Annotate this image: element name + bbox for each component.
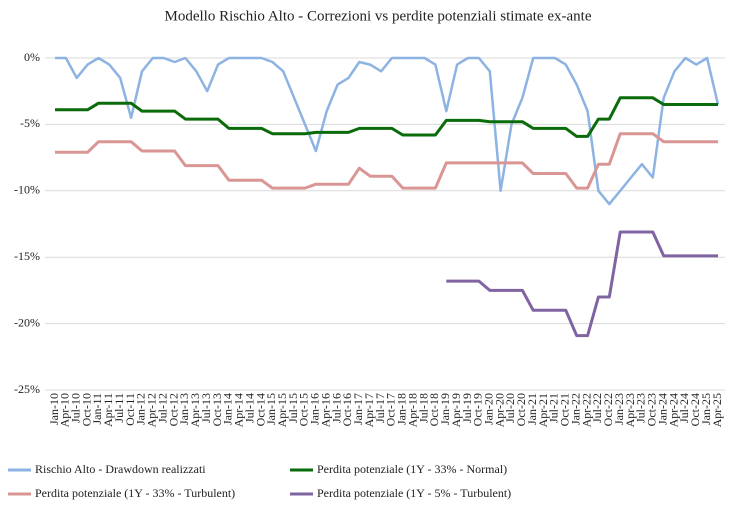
x-tick-label: Oct-24: [688, 393, 702, 426]
x-tick-label: Apr-10: [58, 393, 72, 427]
x-tick-label: Apr-20: [492, 393, 506, 427]
x-tick-label: Jan-22: [568, 393, 582, 425]
legend-label: Perdita potenziale (1Y - 33% - Normal): [317, 462, 507, 476]
x-tick-label: Jul-19: [460, 393, 474, 423]
x-tick-label: Jan-20: [482, 393, 496, 425]
legend-label: Perdita potenziale (1Y - 33% - Turbulent…: [35, 486, 235, 500]
x-tick-label: Oct-14: [253, 393, 267, 426]
x-tick-label: Jan-21: [525, 393, 539, 425]
y-tick-label: -10%: [14, 183, 40, 197]
x-tick-label: Apr-18: [405, 393, 419, 427]
x-tick-label: Oct-11: [123, 393, 137, 426]
x-tick-label: Jul-14: [242, 393, 256, 423]
x-tick-label: Apr-15: [275, 393, 289, 427]
x-tick-label: Jan-19: [438, 393, 452, 425]
x-tick-label: Oct-16: [340, 393, 354, 426]
x-tick-label: Oct-12: [166, 393, 180, 426]
x-tick-label: Jan-23: [612, 393, 626, 425]
x-tick-label: Jan-24: [655, 393, 669, 425]
y-tick-label: -25%: [14, 382, 40, 396]
x-tick-label: Oct-21: [558, 393, 572, 426]
x-tick-label: Jan-14: [221, 393, 235, 425]
x-tick-label: Jan-10: [47, 393, 61, 425]
x-tick-label: Apr-17: [362, 393, 376, 427]
x-tick-label: Jul-23: [634, 393, 648, 423]
x-tick-label: Oct-22: [601, 393, 615, 426]
chart-title: Modello Rischio Alto - Correzioni vs per…: [165, 8, 592, 24]
x-tick-label: Apr-13: [188, 393, 202, 427]
x-tick-label: Jul-13: [199, 393, 213, 423]
x-tick-label: Oct-23: [645, 393, 659, 426]
x-tick-label: Apr-23: [623, 393, 637, 427]
x-tick-label: Oct-20: [514, 393, 528, 426]
x-tick-label: Oct-10: [79, 393, 93, 426]
x-tick-label: Jul-22: [590, 393, 604, 423]
x-tick-label: Jan-13: [177, 393, 191, 425]
x-tick-label: Jan-15: [264, 393, 278, 425]
x-tick-label: Jul-11: [112, 393, 126, 423]
series-line: [55, 132, 718, 190]
x-tick-label: Jan-18: [395, 393, 409, 425]
x-tick-label: Oct-15: [297, 393, 311, 426]
x-tick-label: Apr-25: [710, 393, 724, 427]
x-tick-label: Jul-10: [68, 393, 82, 423]
x-tick-label: Oct-17: [384, 393, 398, 426]
y-tick-label: -5%: [20, 116, 40, 130]
x-tick-label: Jan-17: [351, 393, 365, 425]
y-tick-label: -15%: [14, 249, 40, 263]
x-tick-label: Apr-16: [318, 393, 332, 427]
x-tick-label: Oct-18: [427, 393, 441, 426]
x-tick-label: Oct-13: [210, 393, 224, 426]
x-tick-label: Jul-15: [286, 393, 300, 423]
series-line: [55, 96, 718, 138]
x-tick-label: Jan-12: [134, 393, 148, 425]
series-line: [55, 56, 720, 206]
legend-label: Perdita potenziale (1Y - 5% - Turbulent): [317, 486, 511, 500]
x-tick-label: Jul-20: [503, 393, 517, 423]
x-tick-label: Apr-24: [666, 393, 680, 427]
x-tick-label: Apr-14: [232, 393, 246, 427]
series-line: [446, 230, 718, 338]
x-tick-label: Apr-21: [536, 393, 550, 427]
y-tick-label: -20%: [14, 315, 40, 329]
x-tick-label: Jan-16: [308, 393, 322, 425]
x-tick-label: Apr-22: [579, 393, 593, 427]
x-tick-label: Jul-12: [155, 393, 169, 423]
x-tick-label: Apr-12: [145, 393, 159, 427]
x-tick-label: Jul-17: [373, 393, 387, 423]
x-tick-label: Apr-19: [449, 393, 463, 427]
x-tick-label: Jan-25: [699, 393, 713, 425]
x-tick-label: Oct-19: [471, 393, 485, 426]
y-tick-label: 0%: [24, 50, 40, 64]
x-tick-label: Jul-24: [677, 393, 691, 423]
x-tick-label: Jul-18: [416, 393, 430, 423]
x-tick-label: Apr-11: [101, 393, 115, 427]
legend-label: Rischio Alto - Drawdown realizzati: [35, 462, 206, 476]
x-tick-label: Jul-21: [547, 393, 561, 423]
x-tick-label: Jan-11: [90, 393, 104, 425]
x-tick-label: Jul-16: [329, 393, 343, 423]
